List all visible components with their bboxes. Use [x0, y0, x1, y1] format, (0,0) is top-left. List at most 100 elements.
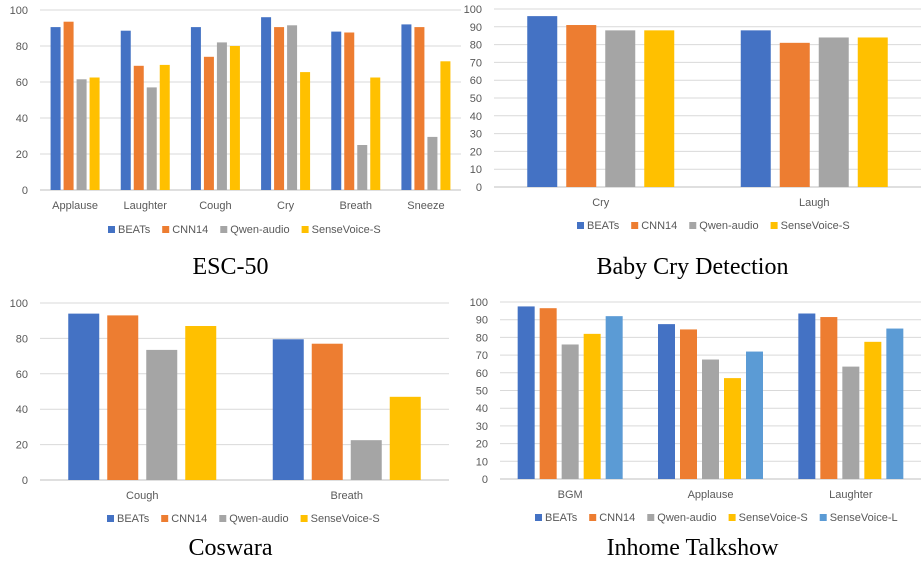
y-tick-label: 50	[470, 93, 482, 105]
legend-swatch-sensevoice-s	[300, 515, 308, 522]
bar-beats-laughter	[798, 313, 816, 479]
chart-panel-esc50: 0 20 40 60 80 100 Applause Laughter Cough Cry Brea…	[0, 0, 461, 250]
y-tick-label: 30	[476, 421, 488, 433]
legend-swatch-beats	[108, 226, 115, 233]
legend-swatch-cnn14	[589, 514, 597, 521]
x-category-label: Cough	[126, 490, 158, 502]
legend-swatch-sensevoice-s	[770, 222, 778, 229]
bar-sensevoice-s-applause	[724, 378, 741, 479]
y-tick-label: 40	[476, 403, 488, 415]
x-category-label: Breath	[340, 200, 372, 212]
bar-qwen-audio-applause	[702, 359, 719, 479]
bar-sensevoice-s-sneeze	[440, 61, 451, 190]
legend-label-sensevoice-s: SenseVoice-S	[739, 512, 808, 524]
x-category-label: Applause	[688, 489, 734, 501]
y-tick-label: 0	[22, 185, 28, 197]
legend-label-cnn14: CNN14	[599, 512, 635, 524]
bar-beats-laughter	[120, 30, 131, 191]
bar-sensevoice-s-cry	[644, 30, 675, 187]
y-tick-label: 100	[464, 4, 482, 16]
bar-beats-breath	[331, 31, 342, 190]
bar-cnn14-applause	[63, 21, 74, 191]
chart-panel-coswara: 0 20 40 60 80 100 Cough Breath BEATs CNN14 Qwen-au…	[0, 293, 461, 533]
legend-swatch-sensevoice-s	[301, 226, 309, 233]
y-tick-label: 0	[22, 475, 28, 487]
y-tick-label: 80	[16, 41, 28, 53]
legend-swatch-qwen-audio	[219, 515, 227, 522]
y-tick-label: 80	[476, 332, 488, 344]
bar-qwen-audio-breath	[357, 145, 368, 190]
bar-beats-breath	[272, 339, 304, 480]
y-tick-label: 60	[16, 369, 28, 381]
bar-sensevoice-s-breath	[389, 396, 421, 480]
chart-panel-baby-cry: 0 10 20 30 40 50 60 70 80 90 100 Cry Laugh BEATs CNN14…	[462, 0, 923, 250]
y-tick-label: 20	[476, 439, 488, 451]
x-category-label: Applause	[52, 200, 98, 212]
x-category-label: Cry	[592, 197, 610, 209]
bar-cnn14-cry	[274, 27, 285, 190]
bar-beats-sneeze	[401, 24, 412, 191]
y-tick-label: 10	[476, 456, 488, 468]
legend-label-sensevoice-s: SenseVoice-S	[781, 220, 850, 232]
x-category-label: Cry	[277, 200, 295, 212]
legend-swatch-qwen-audio	[689, 222, 697, 229]
bar-qwen-audio-cough	[146, 349, 178, 480]
bar-cnn14-laugh	[779, 42, 810, 187]
x-category-label: BGM	[558, 489, 583, 501]
legend-label-beats: BEATs	[545, 512, 578, 524]
y-tick-label: 100	[10, 298, 28, 310]
x-category-label: Cough	[199, 200, 231, 212]
x-category-label: Laughter	[124, 200, 168, 212]
chart-baby-cry: 0 10 20 30 40 50 60 70 80 90 100 Cry Laugh BEATs CNN14…	[464, 4, 921, 232]
legend-swatch-sensevoice-l	[819, 514, 827, 521]
bar-sensevoice-s-breath	[370, 77, 381, 190]
legend-label-sensevoice-s: SenseVoice-S	[312, 224, 381, 236]
bar-cnn14-cough	[203, 56, 214, 190]
bar-beats-cry	[261, 17, 272, 191]
caption-esc50: ESC-50	[192, 254, 269, 280]
bar-cnn14-laughter	[133, 65, 144, 190]
bar-cnn14-breath	[311, 343, 343, 480]
legend-label-qwen-audio: Qwen-audio	[699, 220, 758, 232]
bar-sensevoice-s-laughter	[864, 341, 882, 479]
bar-qwen-audio-bgm	[561, 344, 579, 479]
y-tick-label: 60	[16, 77, 28, 89]
bar-qwen-audio-laugh	[818, 37, 849, 188]
bar-cnn14-sneeze	[414, 27, 425, 190]
bar-sensevoice-l-applause	[746, 351, 763, 479]
bar-beats-cough	[190, 27, 201, 190]
y-tick-label: 60	[476, 368, 488, 380]
legend-swatch-cnn14	[162, 226, 170, 233]
y-tick-label: 30	[470, 129, 482, 141]
legend-swatch-qwen-audio	[647, 514, 655, 521]
bar-cnn14-breath	[344, 32, 355, 190]
bar-qwen-audio-applause	[76, 79, 87, 190]
bar-beats-bgm	[517, 306, 535, 479]
bar-cnn14-bgm	[539, 308, 557, 479]
legend-swatch-qwen-audio	[220, 226, 228, 233]
bar-qwen-audio-cough	[216, 42, 227, 191]
y-tick-label: 60	[470, 75, 482, 87]
bar-cnn14-applause	[680, 329, 697, 479]
bar-sensevoice-s-cough	[229, 46, 240, 190]
y-tick-label: 70	[470, 57, 482, 69]
caption-inhome-talkshow: Inhome Talkshow	[606, 535, 779, 561]
x-category-label: Breath	[331, 490, 363, 502]
legend-label-cnn14: CNN14	[171, 513, 207, 525]
y-tick-label: 40	[16, 113, 28, 125]
y-tick-label: 40	[16, 404, 28, 416]
y-tick-label: 40	[470, 111, 482, 123]
chart-inhome-talkshow: 0 10 20 30 40 50 60 70 80 90 100 BGM Applause Laughte…	[470, 297, 921, 524]
legend-label-sensevoice-s: SenseVoice-S	[311, 513, 380, 525]
y-tick-label: 0	[476, 182, 482, 194]
y-tick-label: 20	[16, 149, 28, 161]
y-tick-label: 20	[470, 146, 482, 158]
legend-swatch-cnn14	[161, 515, 169, 522]
bar-beats-cry	[527, 16, 558, 188]
x-category-label: Laughter	[829, 489, 873, 501]
legend-label-beats: BEATs	[587, 220, 620, 232]
bar-sensevoice-s-bgm	[583, 333, 601, 479]
legend-label-qwen-audio: Qwen-audio	[229, 513, 288, 525]
chart-esc50: 0 20 40 60 80 100 Applause Laughter Cough Cry Brea…	[10, 5, 461, 236]
legend-label-sensevoice-l: SenseVoice-L	[830, 512, 898, 524]
